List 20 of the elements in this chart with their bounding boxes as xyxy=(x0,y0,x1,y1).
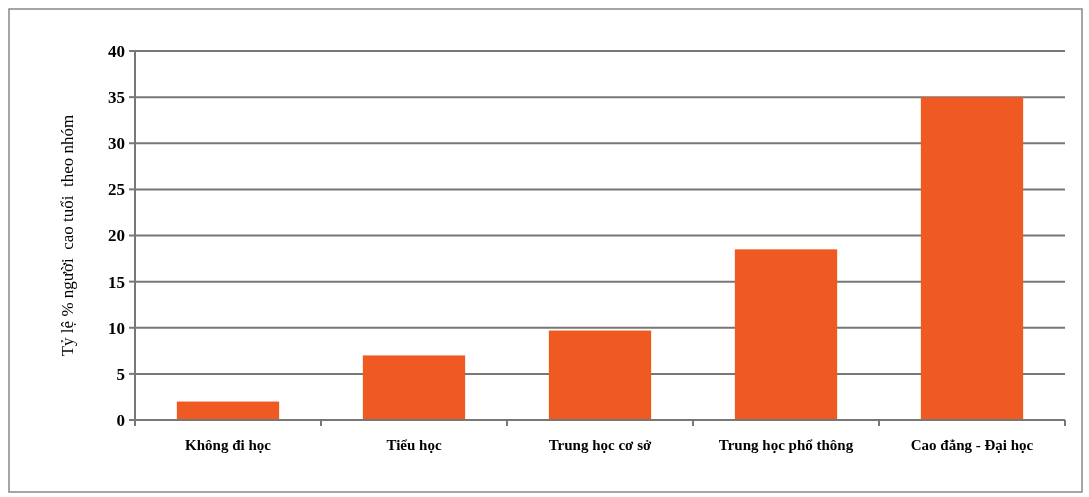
y-tick-label: 25 xyxy=(108,180,125,200)
x-tick-label: Trung học phổ thông xyxy=(718,437,854,453)
bar xyxy=(176,401,280,420)
y-tick-label: 40 xyxy=(108,41,125,61)
x-tick-label: Trung học cơ sở xyxy=(548,437,652,453)
y-tick-label: 35 xyxy=(108,88,125,108)
bar xyxy=(920,97,1024,420)
y-axis-title: Tỷ lệ % người cao tuổi theo nhóm xyxy=(58,114,77,357)
bar xyxy=(734,249,838,420)
y-tick-label: 5 xyxy=(116,364,125,384)
y-tick-label: 10 xyxy=(108,318,125,338)
x-tick-label: Cao đẳng - Đại học xyxy=(910,437,1034,453)
bar xyxy=(548,330,652,420)
y-tick-label: 15 xyxy=(108,272,125,292)
y-tick-label: 0 xyxy=(116,410,125,430)
y-tick-label: 20 xyxy=(108,226,125,246)
y-tick-label: 30 xyxy=(108,134,125,154)
x-tick-label: Tiểu học xyxy=(386,437,442,453)
bar xyxy=(362,355,466,420)
x-tick-label: Không đi học xyxy=(185,437,272,453)
